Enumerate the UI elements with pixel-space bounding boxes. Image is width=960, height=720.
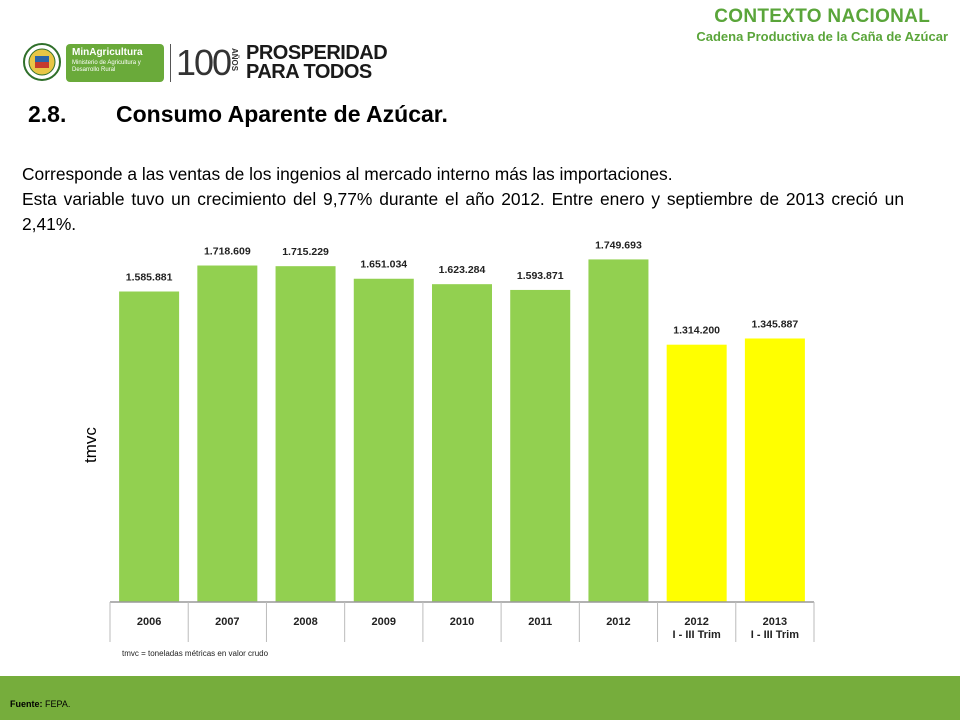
source-value: FEPA.: [45, 699, 71, 709]
x-tick-label-2-0: 2008: [293, 616, 317, 628]
x-tick-label-7-1: I - III Trim: [673, 629, 722, 641]
ministry-name: MinAgricultura: [72, 47, 143, 58]
section-number: 2.8.: [28, 101, 67, 127]
units-footnote: tmvc = toneladas métricas en valor crudo: [122, 649, 269, 658]
bar-value-label-5: 1.593.871: [517, 270, 564, 282]
x-tick-label-8-0: 2013: [763, 616, 787, 628]
logo-divider: [170, 44, 171, 82]
bar-5: [510, 289, 571, 602]
x-tick-label-0-0: 2006: [137, 616, 161, 628]
context-subtitle: Cadena Productiva de la Caña de Azúcar: [696, 29, 948, 44]
anos-label: AÑOS: [230, 48, 239, 72]
description-line-2: Esta variable tuvo un crecimiento del 9,…: [22, 189, 904, 234]
ministry-logo: MinAgricultura Ministerio de Agricultura…: [66, 44, 164, 82]
bar-8: [744, 338, 805, 602]
x-tick-label-5-0: 2011: [528, 616, 552, 628]
x-tick-label-4-0: 2010: [450, 616, 474, 628]
description-line-1: Corresponde a las ventas de los ingenios…: [22, 164, 673, 184]
x-tick-label-8-1: I - III Trim: [751, 629, 800, 641]
bar-6: [588, 259, 649, 602]
section-title: 2.8. Consumo Aparente de Azúcar.: [28, 101, 448, 128]
bar-value-label-8: 1.345.887: [752, 318, 799, 330]
x-tick-label-3-0: 2009: [372, 616, 396, 628]
footer-band: Fuente: FEPA.: [0, 676, 960, 720]
context-title: CONTEXTO NACIONAL: [714, 6, 931, 27]
bar-7: [666, 344, 727, 602]
bar-value-label-1: 1.718.609: [204, 246, 251, 258]
context-header: CONTEXTO NACIONAL Cadena Productiva de l…: [696, 6, 948, 44]
x-tick-label-1-0: 2007: [215, 616, 239, 628]
coat-of-arms-icon: [23, 43, 61, 81]
bar-1: [197, 265, 258, 602]
consumption-bar-chart: tmvc 1.585.881 2006 1.718.609 2007 1.715.229 2…: [81, 239, 815, 642]
hundred-years-logo: 100: [176, 42, 232, 83]
bar-2: [275, 266, 336, 602]
bar-value-label-3: 1.651.034: [360, 259, 407, 271]
prosperidad-line2: PARA TODOS: [246, 61, 372, 83]
x-tick-label-6-0: 2012: [606, 616, 630, 628]
bar-3: [353, 278, 414, 602]
description-paragraph: Corresponde a las ventas de los ingenios…: [22, 162, 904, 237]
section-heading: Consumo Aparente de Azúcar.: [116, 101, 448, 127]
source-note: Fuente: FEPA.: [10, 699, 70, 709]
logo-bar: MinAgricultura Ministerio de Agricultura…: [20, 40, 388, 86]
source-label: Fuente:: [10, 699, 43, 709]
bar-value-label-6: 1.749.693: [595, 239, 642, 251]
prosperidad-logo: PROSPERIDAD PARA TODOS: [246, 42, 388, 83]
ministry-subtitle: Ministerio de Agricultura y Desarrollo R…: [72, 60, 141, 73]
bar-value-label-2: 1.715.229: [282, 246, 329, 258]
bar-value-label-7: 1.314.200: [673, 325, 720, 337]
x-tick-label-7-0: 2012: [684, 616, 708, 628]
bar-4: [432, 284, 492, 602]
bar-value-label-0: 1.585.881: [126, 272, 173, 284]
bar-0: [119, 291, 180, 602]
bar-value-label-4: 1.623.284: [439, 264, 486, 276]
prosperidad-line1: PROSPERIDAD: [246, 42, 388, 64]
y-axis-label: tmvc: [81, 427, 100, 463]
